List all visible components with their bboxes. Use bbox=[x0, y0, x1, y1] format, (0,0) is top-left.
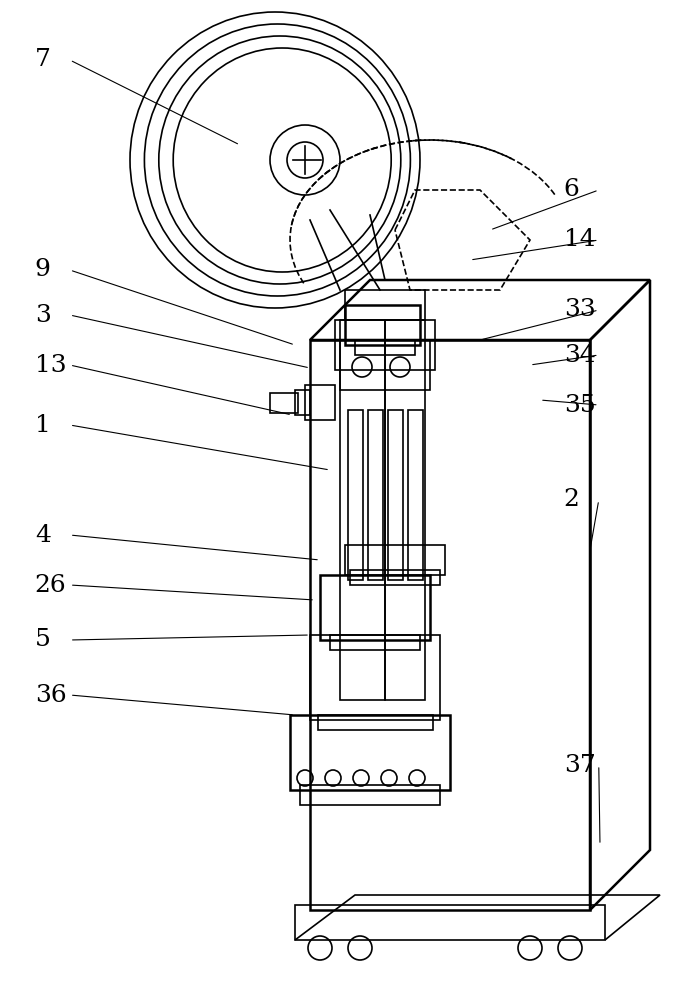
Text: 2: 2 bbox=[564, 488, 580, 512]
Bar bbox=[330, 635, 420, 650]
Text: 35: 35 bbox=[564, 393, 596, 416]
Text: 36: 36 bbox=[35, 684, 67, 706]
Bar bbox=[340, 340, 430, 390]
Text: 37: 37 bbox=[564, 754, 596, 776]
Text: 13: 13 bbox=[35, 354, 66, 376]
Bar bbox=[335, 320, 435, 370]
Text: 3: 3 bbox=[35, 304, 51, 326]
Bar bbox=[295, 390, 310, 415]
Bar bbox=[368, 410, 383, 580]
Bar bbox=[345, 305, 420, 345]
Text: 7: 7 bbox=[35, 48, 51, 72]
Text: 1: 1 bbox=[35, 414, 51, 436]
Bar bbox=[300, 785, 440, 805]
Bar bbox=[305, 385, 335, 420]
Bar bbox=[385, 320, 425, 700]
Bar bbox=[310, 340, 590, 910]
Bar bbox=[290, 715, 450, 790]
Bar bbox=[295, 905, 605, 940]
Bar bbox=[320, 575, 430, 640]
Text: 26: 26 bbox=[35, 574, 67, 596]
Text: 14: 14 bbox=[564, 229, 595, 251]
Text: 4: 4 bbox=[35, 524, 51, 546]
Bar bbox=[310, 635, 440, 720]
Bar bbox=[345, 545, 445, 575]
Bar bbox=[345, 290, 425, 320]
Bar bbox=[355, 340, 415, 355]
Text: 5: 5 bbox=[35, 629, 51, 652]
Bar bbox=[270, 393, 298, 413]
Bar bbox=[318, 715, 433, 730]
Text: 9: 9 bbox=[35, 258, 51, 282]
Text: 33: 33 bbox=[564, 298, 596, 322]
Bar bbox=[340, 320, 385, 700]
Bar bbox=[408, 410, 423, 580]
Bar bbox=[350, 570, 440, 585]
Bar bbox=[388, 410, 403, 580]
Bar bbox=[348, 410, 363, 580]
Text: 6: 6 bbox=[564, 178, 580, 202]
Text: 34: 34 bbox=[564, 344, 596, 366]
